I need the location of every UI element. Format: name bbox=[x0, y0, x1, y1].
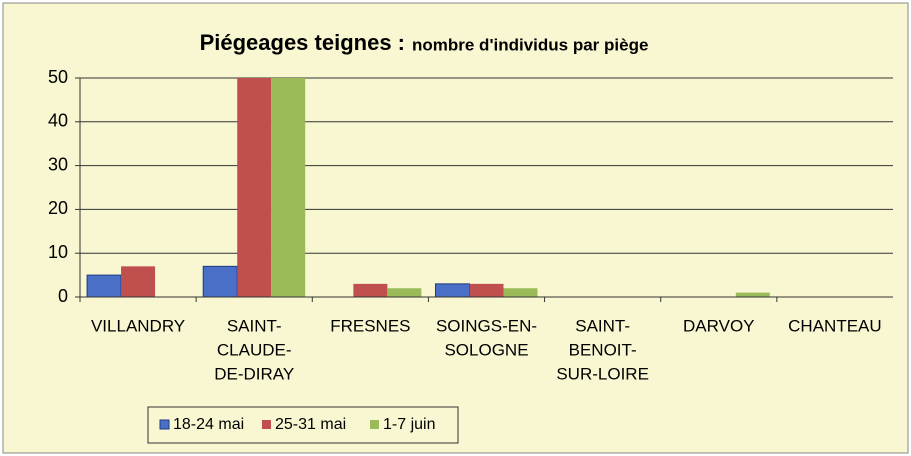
legend-label: 25-31 mai bbox=[275, 416, 346, 433]
x-tick-label: SUR-LOIRE bbox=[556, 364, 649, 383]
x-tick-label: SOLOGNE bbox=[444, 340, 528, 359]
x-tick-label: DE-DIRAY bbox=[214, 364, 294, 383]
y-tick-label: 40 bbox=[48, 111, 68, 131]
legend-swatch bbox=[370, 420, 379, 429]
chart-title: Piégeages teignes : bbox=[200, 30, 405, 55]
bar bbox=[735, 292, 770, 297]
bar bbox=[237, 78, 272, 297]
legend-swatch bbox=[159, 419, 170, 430]
bar bbox=[435, 283, 470, 298]
bar bbox=[121, 266, 156, 297]
x-tick-label: CLAUDE- bbox=[217, 340, 292, 359]
bar bbox=[86, 274, 122, 298]
bar bbox=[469, 283, 504, 297]
y-tick-label: 50 bbox=[48, 67, 68, 87]
legend-swatch bbox=[262, 420, 271, 429]
x-tick-label: FRESNES bbox=[330, 316, 410, 335]
legend-label: 18-24 mai bbox=[173, 416, 244, 433]
bar bbox=[271, 78, 306, 297]
legend-box bbox=[147, 406, 459, 444]
y-tick-label: 10 bbox=[48, 242, 68, 262]
x-tick-label: VILLANDRY bbox=[91, 316, 185, 335]
bar bbox=[503, 288, 538, 297]
y-tick-label: 30 bbox=[48, 154, 68, 174]
bar bbox=[387, 288, 422, 297]
x-tick-label: CHANTEAU bbox=[788, 316, 882, 335]
x-tick-label: SAINT- bbox=[575, 316, 630, 335]
x-tick-label: DARVOY bbox=[683, 316, 755, 335]
chart-subtitle: nombre d'individus par piège bbox=[412, 35, 648, 54]
y-tick-label: 20 bbox=[48, 198, 68, 218]
x-tick-label: BENOIT- bbox=[569, 340, 637, 359]
x-tick-label: SAINT- bbox=[227, 316, 282, 335]
x-tick-label: SOINGS-EN- bbox=[436, 316, 537, 335]
bar bbox=[353, 283, 388, 297]
legend-label: 1-7 juin bbox=[383, 416, 435, 433]
y-tick-label: 0 bbox=[58, 286, 68, 306]
bar bbox=[202, 265, 238, 298]
